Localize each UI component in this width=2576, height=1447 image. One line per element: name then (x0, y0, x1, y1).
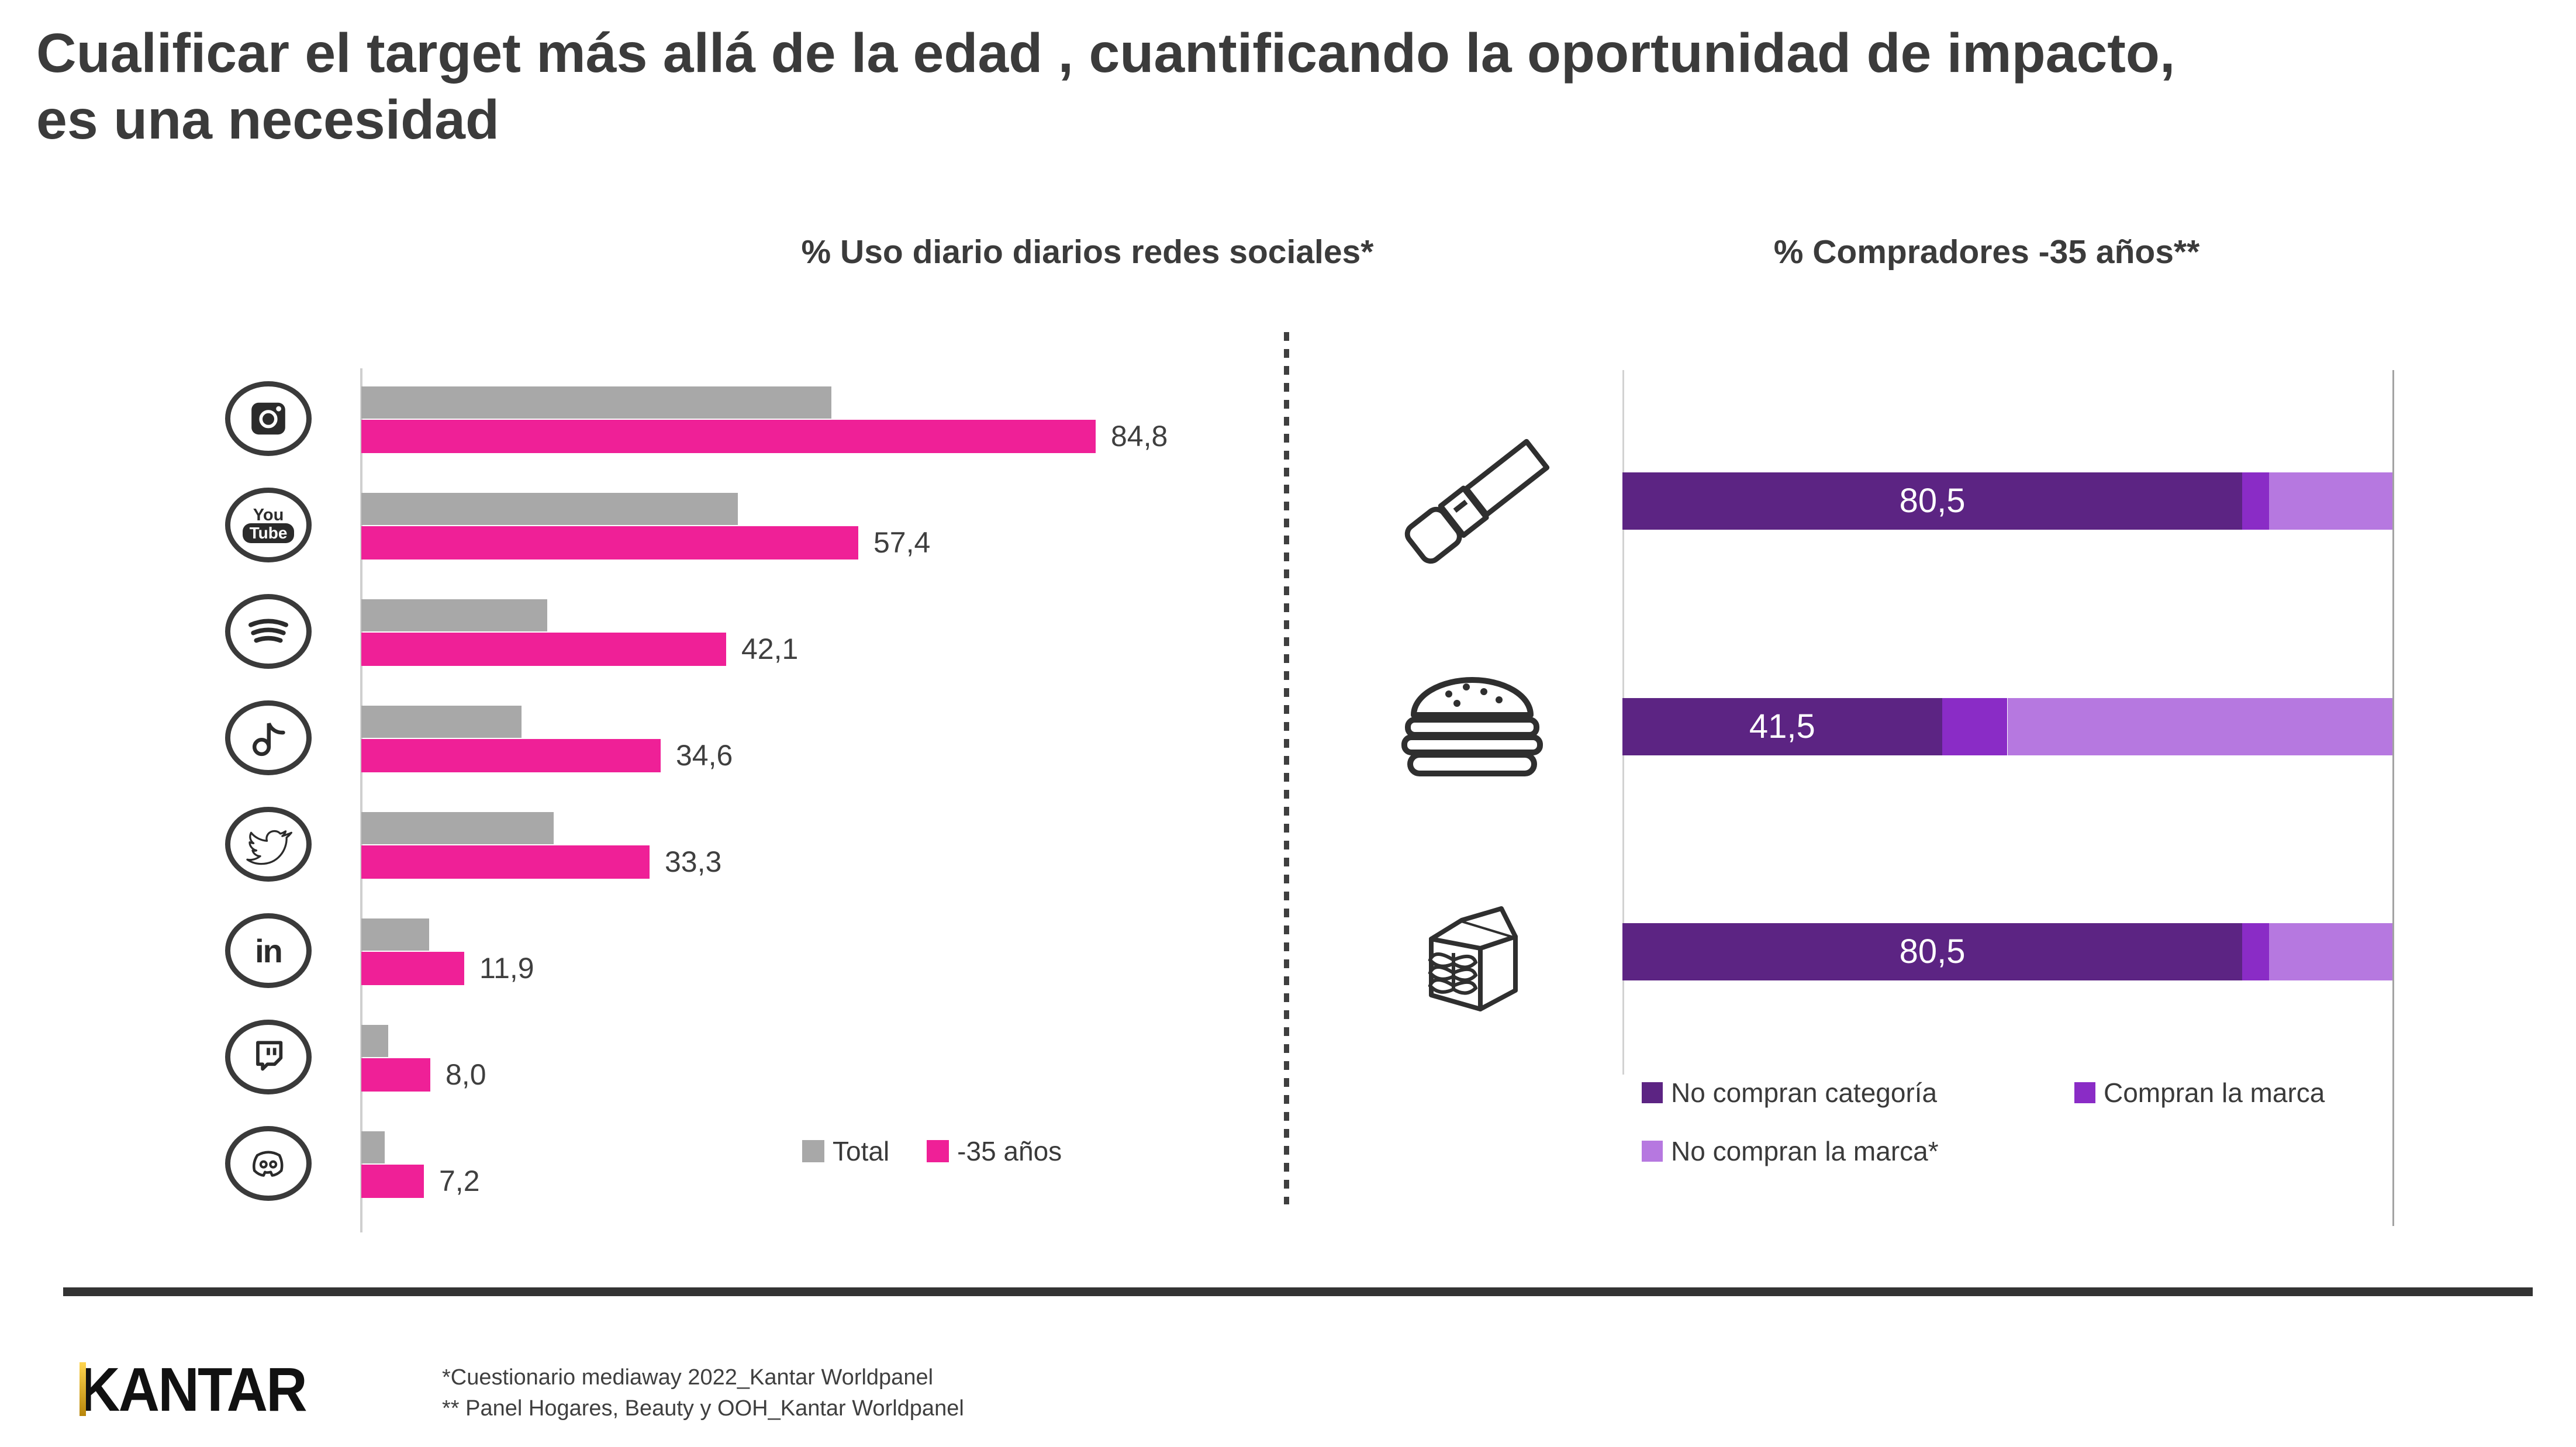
platform-icon-linkedin: in (225, 913, 312, 988)
segment-no-compran-la-marca* (2269, 923, 2392, 980)
lipstick-icon (1404, 438, 1550, 564)
twitch-icon (256, 1041, 283, 1071)
footer-divider-line (63, 1287, 2533, 1296)
bar-total-instagram (361, 386, 831, 419)
value-label-youtube: 57,4 (873, 526, 931, 559)
bar-total-twitter (361, 812, 554, 844)
legend-swatch (802, 1140, 824, 1162)
legend-swatch (1642, 1141, 1663, 1162)
right-plot: 80,5 41,5 80,5 (1622, 370, 2394, 1226)
legend-label: Total (833, 1136, 890, 1166)
product-icon-milk-carton-grocery (1384, 864, 1560, 1040)
bar-total-twitch (361, 1025, 388, 1057)
stacked-bar-value-label: 80,5 (1899, 933, 1966, 971)
product-icon-lipstick-beauty (1384, 413, 1560, 589)
segment-no-compran-categoría (1622, 923, 2243, 980)
linkedin-icon: in (255, 932, 283, 969)
segment-compran-la-marca (2242, 923, 2270, 980)
legend-item: Total (802, 1135, 889, 1167)
product-icon-hamburger-food (1384, 639, 1560, 814)
right-chart-icon-column (1384, 370, 1566, 1230)
value-label-instagram: 84,8 (1111, 420, 1168, 453)
value-label-twitch: 8,0 (446, 1058, 486, 1091)
discord-icon (253, 1151, 284, 1177)
bar-under35-instagram (361, 420, 1096, 453)
segment-no-compran-la-marca* (2007, 698, 2392, 755)
left-chart-title: % Uso diario diarios redes sociales* (801, 233, 1374, 271)
bar-total-spotify (361, 599, 547, 631)
platform-icon-spotify (225, 594, 312, 669)
tiktok-icon (252, 723, 285, 757)
platform-icon-youtube: You Tube (225, 488, 312, 562)
kantar-logo: KANTAR (79, 1358, 326, 1422)
bar-total-linkedin (361, 918, 429, 951)
legend-item: No compran la marca* (1642, 1135, 2074, 1167)
bar-total-youtube (361, 493, 738, 525)
platform-icon-twitter (225, 807, 312, 882)
right-chart-title: % Compradores -35 años** (1773, 233, 2200, 271)
segment-no-compran-categoría (1622, 698, 1942, 755)
bar-under35-tiktok (361, 739, 661, 772)
value-label-twitter: 33,3 (665, 845, 722, 878)
page-title-line1: Cualificar el target más allá de la edad… (36, 22, 2176, 84)
platform-icon-tiktok (225, 700, 312, 775)
twitter-icon (246, 830, 292, 865)
platform-icon-discord (225, 1126, 312, 1201)
spotify-icon (248, 619, 288, 643)
legend-item: Compran la marca (2074, 1077, 2325, 1108)
bar-under35-spotify (361, 633, 726, 666)
legend-label: No compran la marca* (1671, 1136, 1939, 1166)
youtube-icon: You Tube (242, 507, 295, 543)
legend-swatch (2074, 1082, 2095, 1103)
page-title: Cualificar el target más allá de la edad… (36, 20, 2544, 153)
bar-under35-discord (361, 1165, 424, 1198)
stacked-bar-value-label: 80,5 (1899, 482, 1966, 520)
segment-no-compran-la-marca* (2269, 472, 2392, 530)
kantar-logo-text: KANTAR (79, 1355, 308, 1424)
bar-under35-twitter (361, 845, 650, 879)
value-label-tiktok: 34,6 (676, 739, 733, 772)
stacked-bar-hamburger-food: 41,5 (1622, 698, 2392, 755)
bar-under35-twitch (361, 1058, 430, 1092)
dashed-divider (1284, 332, 1289, 1204)
page-title-line2: es una necesidad (36, 89, 500, 151)
bar-total-tiktok (361, 706, 522, 738)
footnote-2: ** Panel Hogares, Beauty y OOH_Kantar Wo… (442, 1396, 964, 1421)
segment-no-compran-categoría (1622, 472, 2243, 530)
right-chart-legend: No compran categoría Compran la marca No… (1642, 1077, 2325, 1167)
stacked-bar-lipstick-beauty: 80,5 (1622, 472, 2392, 530)
footnote-1: *Cuestionario mediaway 2022_Kantar World… (442, 1365, 934, 1390)
legend-item: No compran categoría (1642, 1077, 2074, 1108)
legend-swatch (927, 1140, 949, 1162)
left-chart-axis-line (360, 368, 362, 1232)
left-chart-icon-column: You Tube in (225, 374, 319, 1234)
stacked-bar-milk-carton-grocery: 80,5 (1622, 923, 2392, 980)
platform-icon-twitch (225, 1020, 312, 1094)
left-chart-legend: Total -35 años (802, 1135, 1062, 1167)
legend-label: Compran la marca (2104, 1078, 2325, 1108)
instagram-icon (251, 402, 285, 435)
value-label-spotify: 42,1 (741, 633, 799, 665)
stacked-bar-value-label: 41,5 (1749, 707, 1815, 745)
hamburger-icon (1401, 677, 1543, 776)
legend-item: -35 años (927, 1135, 1062, 1167)
left-plot: 84,8 57,4 42,1 34,6 33,3 11,9 8,0 7,2 (361, 374, 1238, 1234)
value-label-discord: 7,2 (439, 1165, 480, 1197)
footnotes: *Cuestionario mediaway 2022_Kantar World… (442, 1362, 964, 1424)
value-label-linkedin: 11,9 (479, 952, 534, 985)
bar-total-discord (361, 1131, 385, 1163)
legend-swatch (1642, 1082, 1663, 1103)
legend-label: No compran categoría (1671, 1078, 1938, 1108)
segment-compran-la-marca (2242, 472, 2270, 530)
platform-icon-instagram (225, 381, 312, 456)
bar-under35-linkedin (361, 952, 464, 985)
milk-carton-icon (1428, 906, 1518, 1011)
kantar-logo-gold-bar (80, 1362, 86, 1416)
segment-compran-la-marca (1942, 698, 2008, 755)
bar-under35-youtube (361, 526, 858, 560)
right-chart-axis-line-right (2392, 370, 2394, 1226)
legend-label: -35 años (957, 1136, 1062, 1166)
